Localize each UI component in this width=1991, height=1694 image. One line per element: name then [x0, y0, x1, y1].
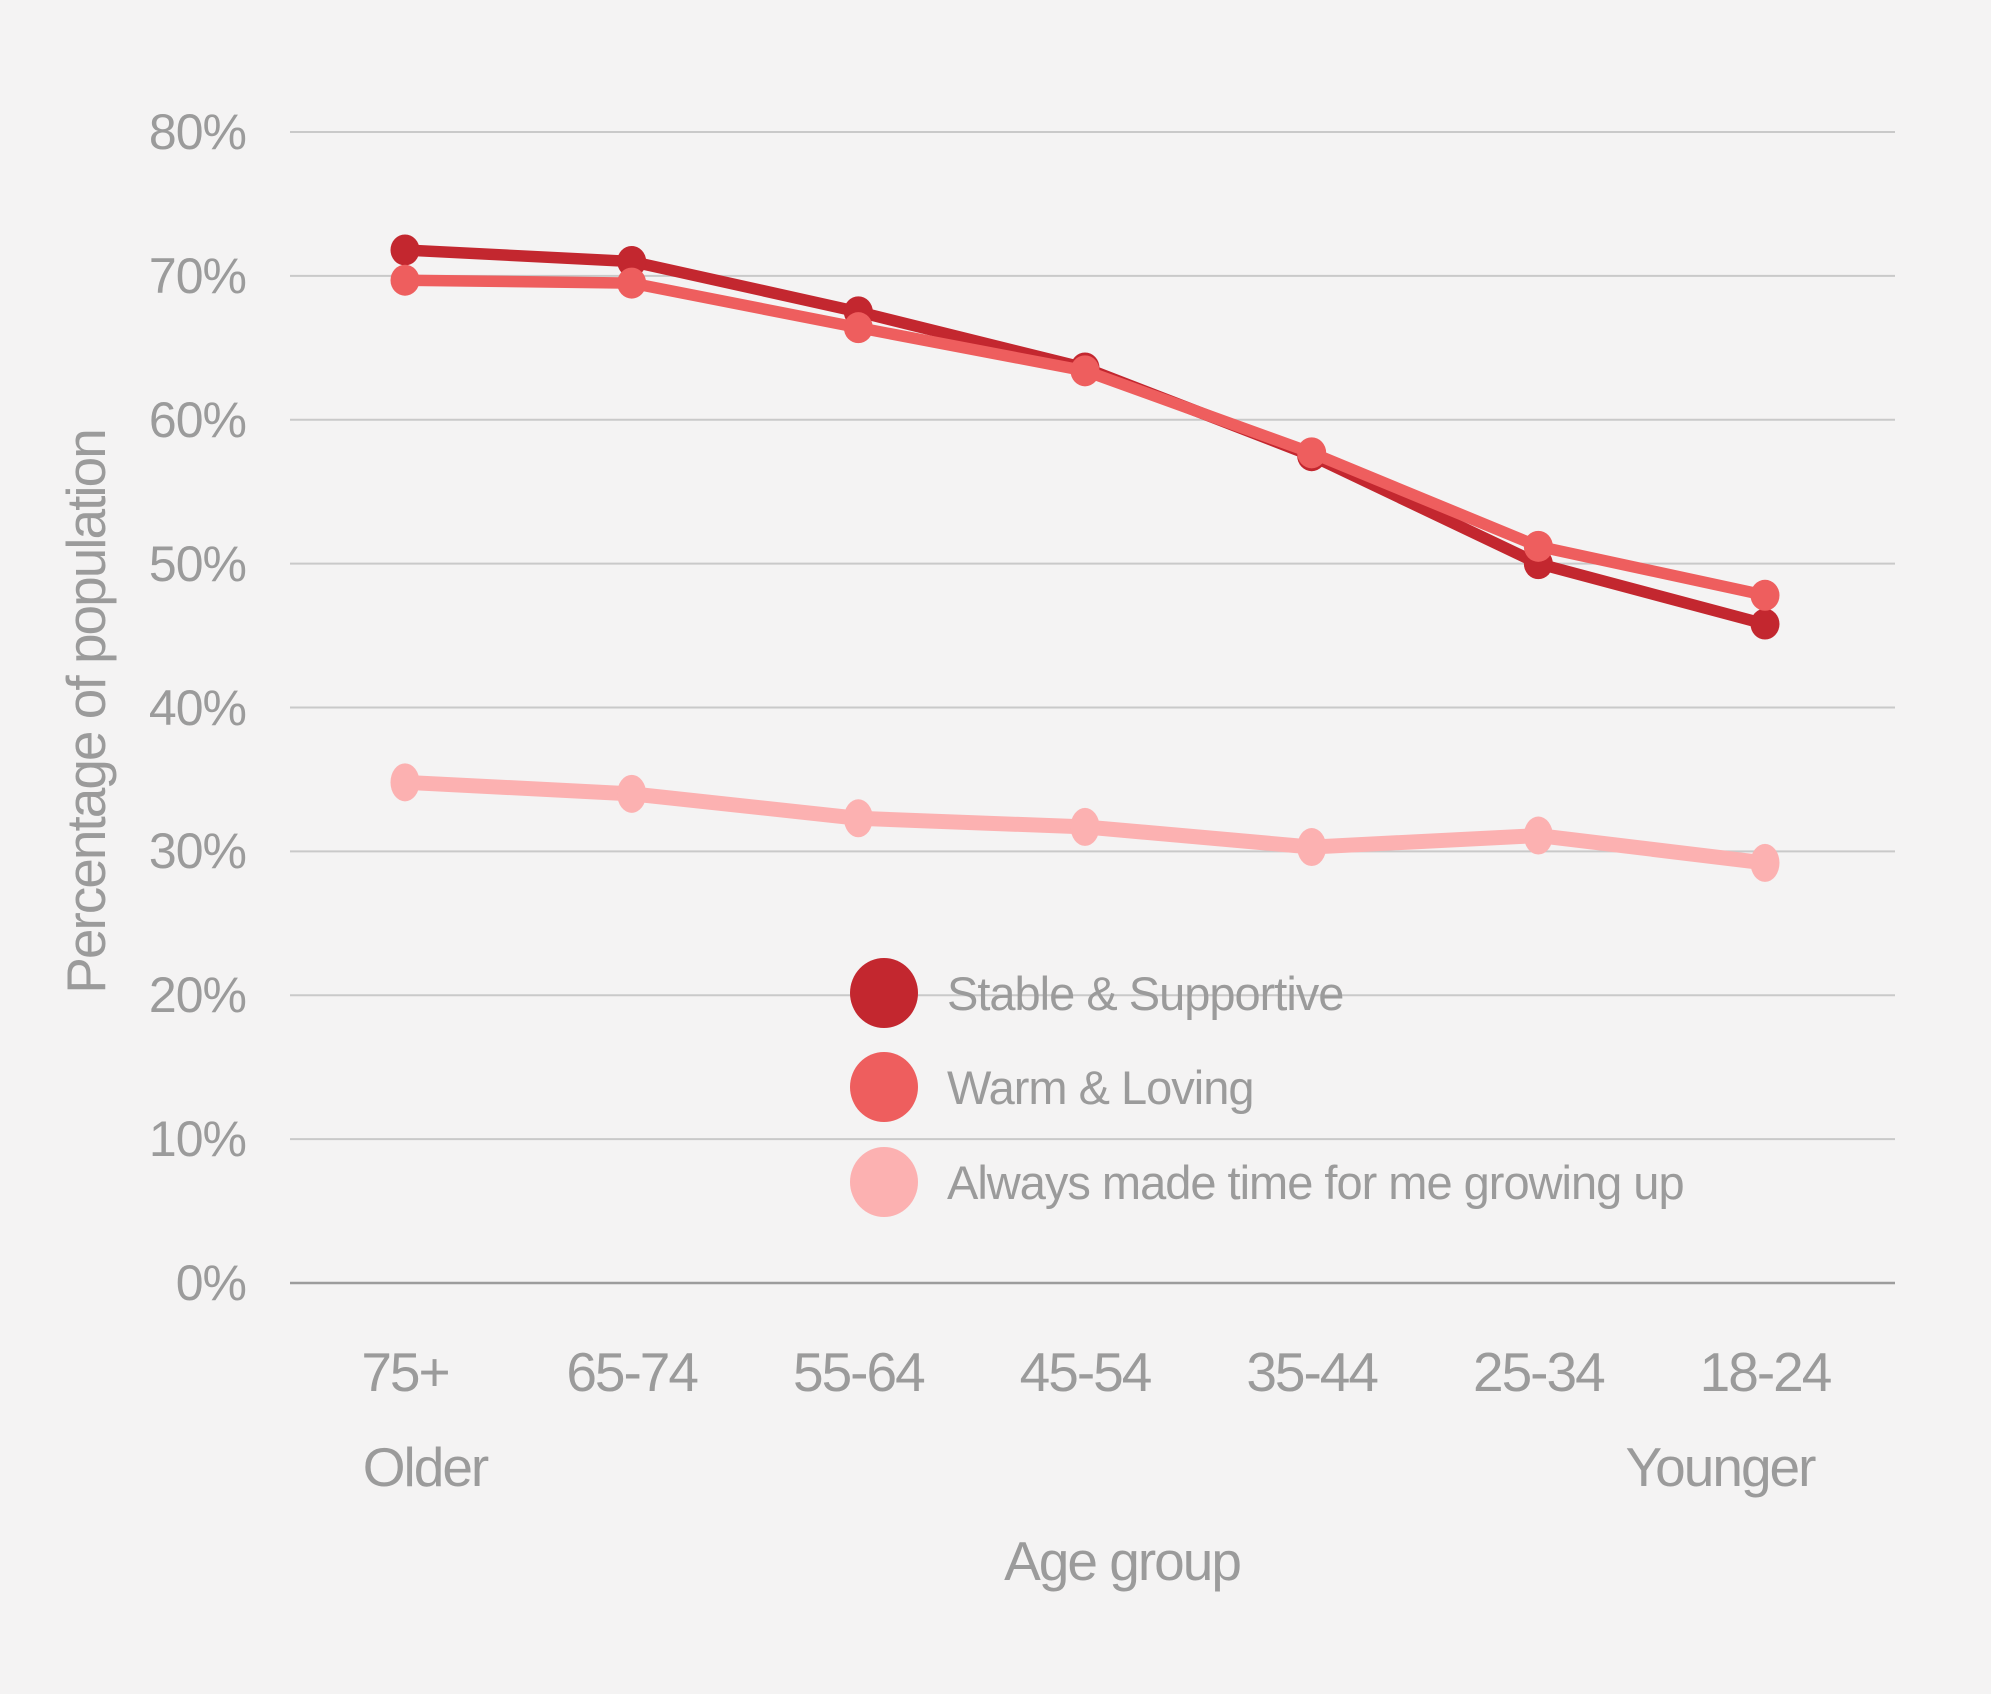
- data-point: [390, 234, 420, 266]
- data-point: [1750, 579, 1780, 611]
- x-tick-label: 35-44: [1246, 1341, 1379, 1403]
- y-tick-label: 60%: [148, 391, 247, 448]
- data-point: [843, 799, 873, 838]
- y-tick-label: 10%: [148, 1111, 247, 1168]
- data-point: [1297, 437, 1327, 469]
- data-point: [1750, 843, 1780, 882]
- legend-swatch-stable-supportive: [850, 958, 918, 1028]
- data-point: [1523, 530, 1553, 562]
- y-tick-label: 0%: [175, 1255, 247, 1311]
- data-point: [1070, 355, 1100, 387]
- x-axis-younger-label: Younger: [1625, 1436, 1817, 1498]
- series-line-1: [399, 244, 1771, 630]
- data-point: [617, 267, 647, 299]
- data-point: [390, 264, 420, 296]
- x-axis-title: Age group: [1004, 1530, 1242, 1592]
- legend-item-always-made-time: Always made time for me growing up: [850, 1147, 1685, 1217]
- legend-label-always-made-time: Always made time for me growing up: [947, 1155, 1685, 1209]
- legend-item-stable-supportive: Stable & Supportive: [850, 958, 1344, 1028]
- data-point: [1523, 816, 1553, 855]
- x-tick-label: 18-24: [1699, 1341, 1833, 1403]
- legend-swatch-warm-loving: [850, 1052, 918, 1122]
- series-line-2: [399, 274, 1771, 602]
- legend-item-warm-loving: Warm & Loving: [850, 1052, 1255, 1122]
- y-tick-label: 70%: [148, 247, 247, 304]
- legend-label-stable-supportive: Stable & Supportive: [947, 966, 1344, 1020]
- data-point: [1750, 608, 1780, 640]
- data-point: [617, 774, 647, 813]
- data-point: [1070, 807, 1100, 846]
- x-axis-older-label: Older: [362, 1436, 489, 1498]
- x-tick-label: 25-34: [1472, 1341, 1606, 1403]
- x-tick-label: 45-54: [1019, 1341, 1153, 1403]
- legend-swatch-always-made-time: [850, 1147, 918, 1217]
- legend-label-warm-loving: Warm & Loving: [947, 1060, 1255, 1114]
- y-tick-label: 30%: [148, 823, 247, 880]
- y-tick-label: 40%: [148, 679, 247, 736]
- y-tick-label: 80%: [148, 104, 247, 160]
- x-tick-label: 75+: [361, 1341, 450, 1403]
- data-point: [617, 245, 647, 277]
- y-tick-label: 20%: [148, 967, 247, 1024]
- data-point: [1297, 828, 1327, 867]
- x-tick-label: 55-64: [792, 1341, 926, 1403]
- data-point: [843, 312, 873, 344]
- y-tick-label: 50%: [148, 535, 247, 592]
- x-tick-label: 65-74: [566, 1341, 699, 1403]
- data-point: [390, 763, 420, 802]
- y-axis-title: Percentage of population: [55, 430, 117, 994]
